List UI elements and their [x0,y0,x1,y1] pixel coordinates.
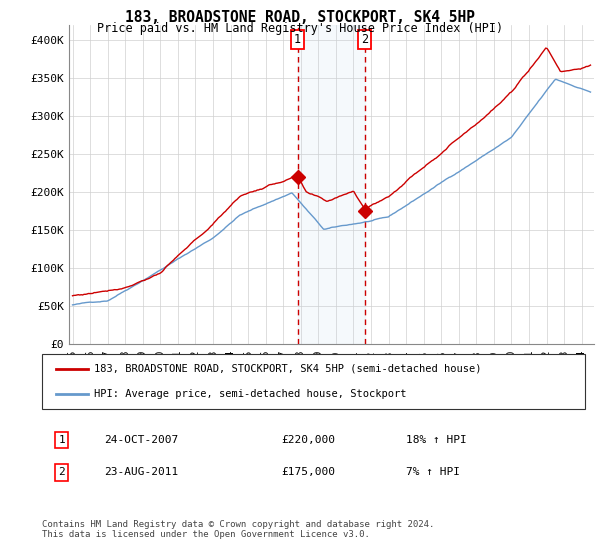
Text: 2: 2 [58,468,65,478]
Text: 183, BROADSTONE ROAD, STOCKPORT, SK4 5HP: 183, BROADSTONE ROAD, STOCKPORT, SK4 5HP [125,10,475,25]
Text: 18% ↑ HPI: 18% ↑ HPI [406,435,467,445]
Text: 23-AUG-2011: 23-AUG-2011 [104,468,179,478]
Bar [298,25,365,344]
Text: 2: 2 [361,33,368,46]
Text: 183, BROADSTONE ROAD, STOCKPORT, SK4 5HP (semi-detached house): 183, BROADSTONE ROAD, STOCKPORT, SK4 5HP… [94,364,481,374]
Text: 24-OCT-2007: 24-OCT-2007 [104,435,179,445]
Text: Price paid vs. HM Land Registry's House Price Index (HPI): Price paid vs. HM Land Registry's House … [97,22,503,35]
Text: 7% ↑ HPI: 7% ↑ HPI [406,468,460,478]
Text: £220,000: £220,000 [281,435,335,445]
Text: 1: 1 [58,435,65,445]
Text: Contains HM Land Registry data © Crown copyright and database right 2024.
This d: Contains HM Land Registry data © Crown c… [42,520,434,539]
Text: 1: 1 [294,33,301,46]
FancyBboxPatch shape [42,354,585,409]
Text: £175,000: £175,000 [281,468,335,478]
Text: HPI: Average price, semi-detached house, Stockport: HPI: Average price, semi-detached house,… [94,389,406,399]
